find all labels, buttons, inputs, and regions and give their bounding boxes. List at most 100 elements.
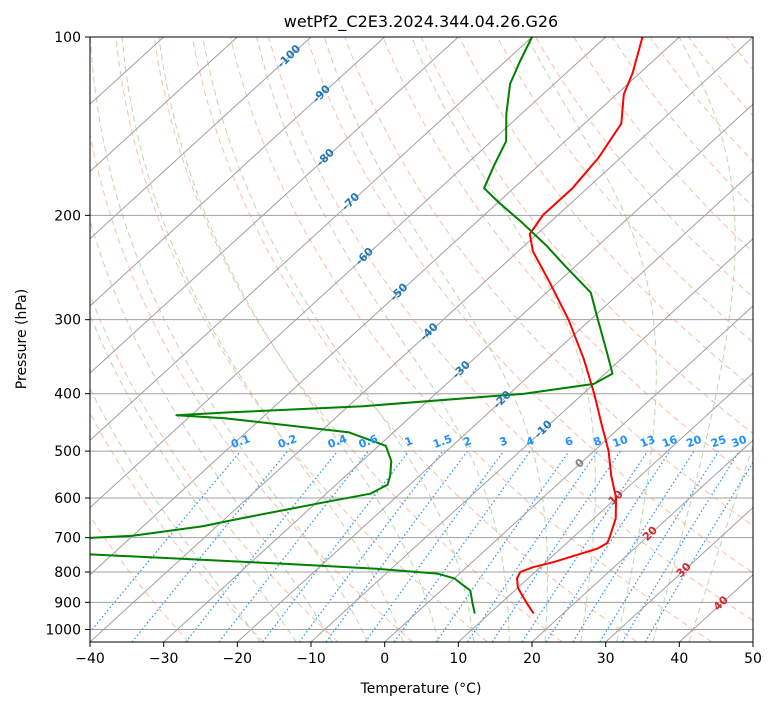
dry-adiabat — [191, 37, 638, 642]
y-tick-label: 500 — [54, 444, 81, 460]
mixing-ratio-line — [435, 450, 570, 642]
moist-adiabat — [90, 218, 333, 642]
dry-adiabat — [535, 37, 753, 298]
mixing-ratio-label: 30 — [730, 433, 749, 451]
moist-adiabat — [688, 444, 753, 642]
isotherm-line — [605, 506, 753, 642]
dewpoint-profile — [90, 37, 614, 614]
moist-adiabat — [323, 37, 549, 642]
temperature-profile — [516, 37, 644, 615]
isotherm-line — [163, 103, 753, 642]
isotherm-line — [90, 37, 238, 173]
mixing-ratio-line — [545, 450, 671, 642]
mixing-ratio-line — [521, 450, 649, 642]
mixing-ratio-label: 3 — [498, 434, 510, 449]
plot-frame — [89, 36, 754, 643]
y-tick-label: 800 — [54, 565, 81, 581]
grid-layer — [90, 37, 753, 642]
chart-title: wetPf2_C2E3.2024.344.04.26.G26 — [284, 12, 558, 32]
y-tick-label: 600 — [54, 491, 81, 507]
x-tick-label: −40 — [75, 651, 105, 667]
moist-adiabat — [652, 37, 736, 642]
moist-adiabat — [256, 37, 510, 642]
moist-adiabat — [411, 37, 596, 642]
isotherm-line — [90, 37, 680, 576]
isotherm-line — [90, 37, 312, 240]
dry-adiabat — [496, 37, 753, 344]
y-tick-label: 100 — [54, 30, 81, 46]
dry-adiabat — [90, 131, 414, 642]
dry-adiabat — [90, 515, 190, 642]
mixing-ratio-label: 10 — [611, 433, 630, 451]
mixing-ratio-label: 1.5 — [431, 432, 454, 451]
mixing-ratio-line — [572, 450, 695, 642]
y-tick-label: 900 — [54, 595, 81, 611]
y-tick-label: 1000 — [45, 622, 81, 638]
mixing-ratio-label: 0.4 — [326, 432, 349, 451]
isotherm-line — [90, 37, 607, 509]
mixing-ratio-line — [325, 450, 468, 642]
x-tick-label: 10 — [449, 651, 467, 667]
isotherm-line — [236, 170, 753, 642]
y-tick-label: 700 — [54, 531, 81, 547]
mixing-ratio-label: 6 — [563, 434, 575, 449]
x-tick-label: −30 — [149, 651, 179, 667]
x-tick-label: 40 — [670, 651, 688, 667]
dry-adiabat — [382, 37, 753, 481]
x-tick-label: 20 — [523, 651, 541, 667]
moist-adiabat — [90, 37, 369, 642]
x-tick-label: 50 — [744, 651, 762, 667]
isotherm-line — [90, 37, 386, 307]
isotherm-line — [310, 237, 753, 642]
dry-adiabat — [115, 37, 488, 642]
y-tick-label: 200 — [54, 208, 81, 224]
x-tick-label: 30 — [597, 651, 615, 667]
mixing-ratio-line — [364, 450, 505, 642]
mixing-ratio-label: 2 — [462, 434, 474, 449]
y-tick-label: 400 — [54, 387, 81, 403]
isotherm-line — [90, 37, 753, 642]
moist-adiabat — [158, 37, 439, 642]
mixing-ratio-line — [262, 450, 410, 642]
mixing-ratio-label: 0.2 — [276, 432, 299, 451]
y-axis-title: Pressure (hPa) — [14, 289, 30, 389]
x-tick-label: −20 — [223, 651, 253, 667]
dry-adiabat — [153, 37, 563, 642]
mixing-ratio-line — [131, 450, 289, 642]
mixing-ratio-label: 8 — [592, 434, 604, 449]
mixing-ratio-line — [466, 450, 599, 642]
isotherm-line — [457, 372, 753, 642]
mixing-ratio-label: 1 — [403, 434, 415, 449]
mixing-ratio-line — [185, 450, 339, 642]
mixing-ratio-label: 16 — [660, 433, 679, 451]
mixing-ratio-label: 20 — [685, 433, 704, 451]
isotherm-line — [90, 37, 533, 442]
series-layer — [90, 37, 644, 615]
isotherm-line — [384, 305, 753, 642]
x-tick-label: 0 — [380, 651, 389, 667]
dry-adiabat — [306, 37, 753, 574]
mixing-ratio-label: 0.1 — [229, 432, 252, 451]
mixing-ratio-line — [298, 450, 444, 642]
axis-layer: −40 −30 −20 −10 0 10 20 30 40 5010020030040050060… — [45, 30, 762, 667]
moist-adiabat — [90, 313, 297, 642]
moist-adiabat — [90, 387, 261, 642]
dry-adiabat — [90, 412, 264, 642]
y-tick-label: 300 — [54, 313, 81, 329]
isotherm-line — [90, 37, 459, 374]
x-axis-title: Temperature (°C) — [360, 681, 482, 697]
mixing-ratio-label: 0.6 — [357, 432, 380, 451]
moist-adiabat — [121, 37, 404, 642]
mixing-ratio-line — [90, 450, 242, 633]
mixing-ratio-line — [621, 450, 740, 642]
mixing-ratio-label: 4 — [524, 434, 536, 449]
mixing-ratio-label: 36 — [751, 433, 770, 451]
dry-adiabat — [268, 37, 753, 622]
moist-adiabat — [202, 37, 475, 642]
mixing-ratio-line — [491, 450, 621, 642]
x-tick-label: −10 — [296, 651, 326, 667]
isotherm-line — [531, 439, 753, 642]
mixing-ratio-label: 13 — [638, 433, 657, 450]
mixing-ratio-label: 25 — [709, 433, 728, 450]
